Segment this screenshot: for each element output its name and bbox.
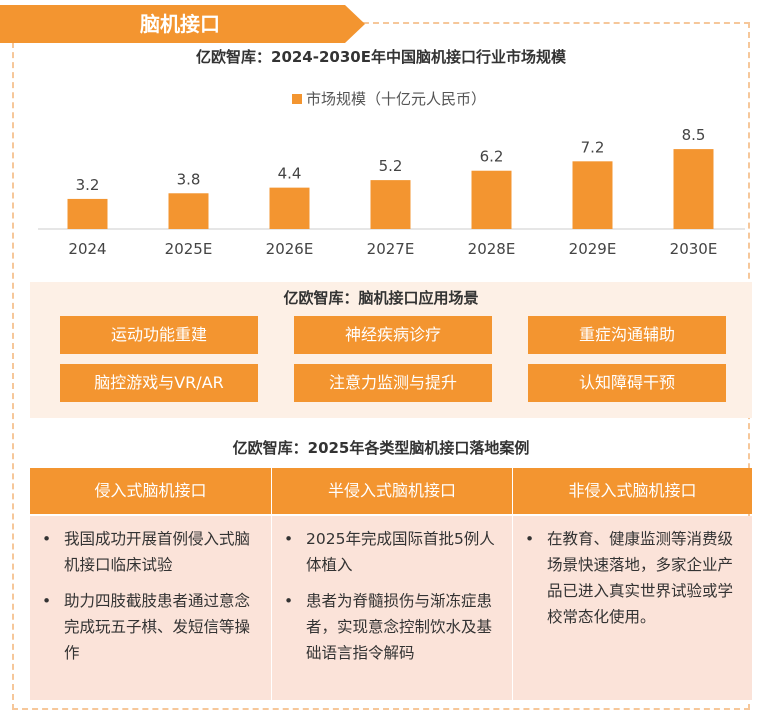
cases-title: 亿欧智库：2025年各类型脑机接口落地案例 <box>232 439 530 457</box>
scenario-button: 运动功能重建 <box>60 316 258 354</box>
value-label: 3.8 <box>177 170 201 188</box>
column-body: 我国成功开展首例侵入式脑机接口临床试验助力四肢截肢患者通过意念完成玩五子棋、发短… <box>30 516 271 700</box>
bar <box>370 180 411 229</box>
value-label: 3.2 <box>76 176 100 194</box>
scenario-button: 重症沟通辅助 <box>528 316 726 354</box>
x-tick-label: 2030E <box>670 240 718 258</box>
value-label: 5.2 <box>379 157 403 175</box>
bar <box>67 198 108 229</box>
column-header: 半侵入式脑机接口 <box>272 468 512 514</box>
scenario-button: 认知障碍干预 <box>528 364 726 402</box>
column-body: 2025年完成国际首批5例人体植入患者为脊髓损伤与渐冻症患者，实现意念控制饮水及… <box>272 516 512 700</box>
scenario-button: 注意力监测与提升 <box>294 364 492 402</box>
x-tick-label: 2027E <box>367 240 415 258</box>
bar <box>673 149 714 229</box>
chart-title: 亿欧智库：2024-2030E年中国脑机接口行业市场规模 <box>196 48 567 66</box>
x-tick-label: 2024 <box>68 240 106 258</box>
x-tick-label: 2025E <box>165 240 213 258</box>
x-tick-label: 2026E <box>266 240 314 258</box>
bar <box>471 170 512 229</box>
value-label: 6.2 <box>480 148 504 166</box>
bar <box>572 161 613 229</box>
bullet-item: 我国成功开展首例侵入式脑机接口临床试验 <box>42 526 257 578</box>
legend-swatch <box>292 94 302 104</box>
bullet-item: 患者为脊髓损伤与渐冻症患者，实现意念控制饮水及基础语言指令解码 <box>284 588 498 666</box>
scenario-button: 神经疾病诊疗 <box>294 316 492 354</box>
column-header: 侵入式脑机接口 <box>30 468 271 514</box>
bullet-item: 助力四肢截肢患者通过意念完成玩五子棋、发短信等操作 <box>42 588 257 666</box>
column-body: 在教育、健康监测等消费级场景快速落地，多家企业产品已进入真实世界试验或学校常态化… <box>513 516 752 700</box>
bullet-item: 在教育、健康监测等消费级场景快速落地，多家企业产品已进入真实世界试验或学校常态化… <box>525 526 738 630</box>
bar <box>269 187 310 229</box>
chart: 亿欧智库：2024-2030E年中国脑机接口行业市场规模市场规模（十亿元人民币）… <box>38 48 745 258</box>
scenario-button: 脑控游戏与VR/AR <box>60 364 258 402</box>
value-label: 7.2 <box>581 138 605 156</box>
x-tick-label: 2029E <box>569 240 617 258</box>
bar <box>168 193 209 229</box>
scenario-title: 亿欧智库：脑机接口应用场景 <box>283 289 479 307</box>
column-header: 非侵入式脑机接口 <box>513 468 752 514</box>
value-label: 8.5 <box>682 126 706 144</box>
legend-label: 市场规模（十亿元人民币） <box>306 90 486 108</box>
banner <box>0 5 365 43</box>
value-label: 4.4 <box>278 165 302 183</box>
bullet-item: 2025年完成国际首批5例人体植入 <box>284 526 498 578</box>
header-title: 脑机接口 <box>140 12 220 36</box>
x-tick-label: 2028E <box>468 240 516 258</box>
